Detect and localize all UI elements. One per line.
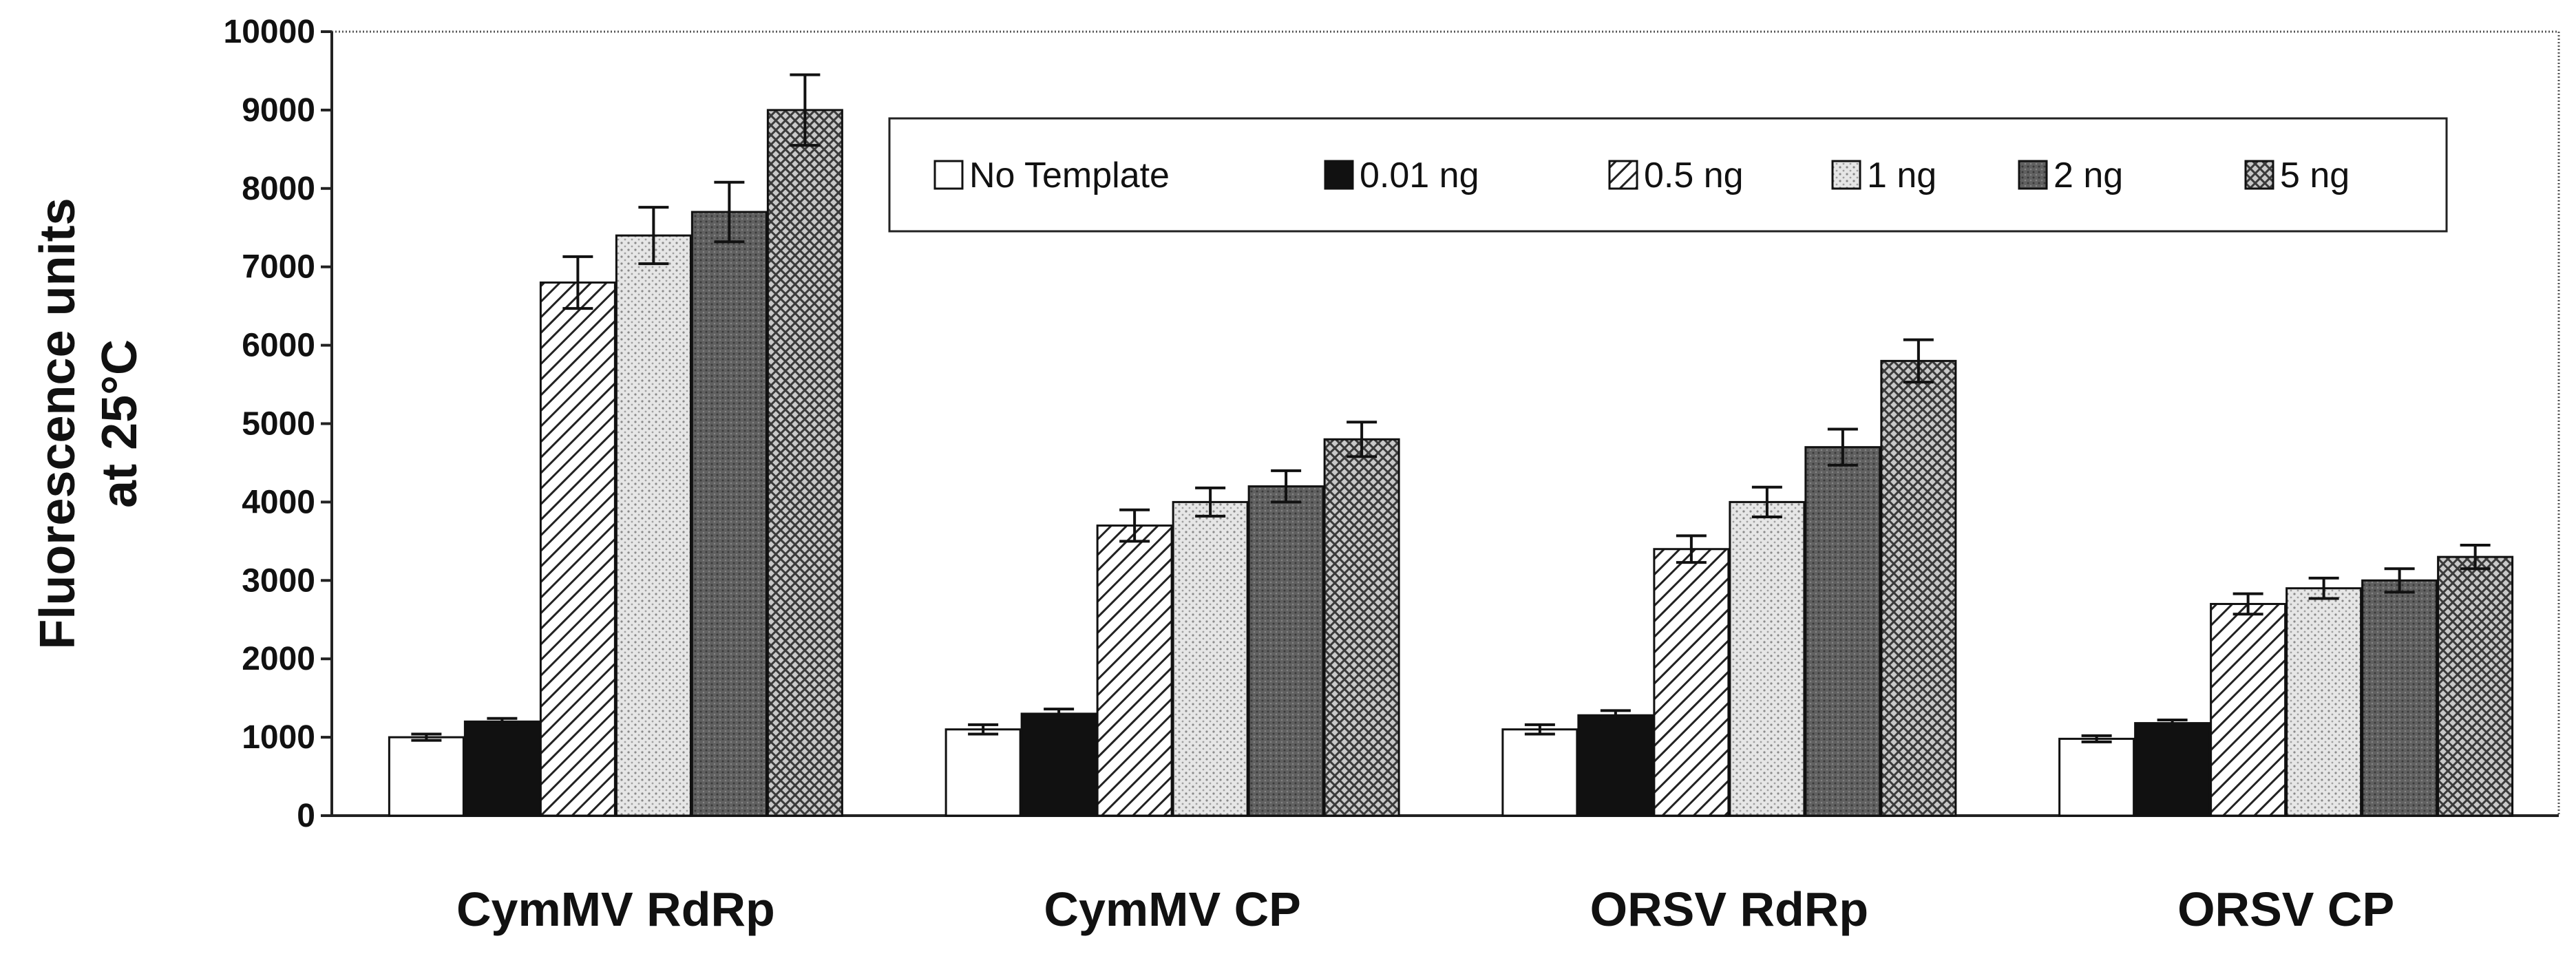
y-tick-label: 6000	[242, 328, 315, 364]
bar	[2361, 579, 2438, 817]
bar	[766, 109, 843, 817]
legend-item-label: 1 ng	[1867, 156, 1936, 195]
y-tick-label: 5000	[242, 406, 315, 443]
bar	[463, 720, 540, 817]
legend-item-label: 0.5 ng	[1644, 156, 1744, 195]
bar	[1880, 359, 1957, 817]
x-axis-category-labels: CymMV RdRp CymMV CP ORSV RdRp ORSV CP	[456, 882, 2394, 936]
y-tick-label: 3000	[242, 562, 315, 599]
bar	[1653, 548, 1730, 817]
y-axis-title: Fluorescence units at 25°C	[30, 198, 147, 649]
bar	[2437, 555, 2514, 817]
bars	[388, 109, 2514, 817]
legend-swatch	[1608, 160, 1638, 190]
y-tick-label: 8000	[242, 171, 315, 207]
y-axis-title-line: at 25°C	[92, 339, 147, 508]
y-tick-label: 9000	[242, 92, 315, 129]
bar	[388, 736, 465, 817]
bar	[1577, 714, 1654, 817]
legend-box	[888, 117, 2448, 233]
y-tick-label: 1000	[242, 719, 315, 756]
legend-item-label: 0.01 ng	[1360, 156, 1479, 195]
category-label: CymMV RdRp	[456, 882, 775, 936]
legend: No Template 0.01 ng 0.5 ng 1 ng 2 ng 5 ng	[888, 117, 2448, 233]
bar	[1096, 524, 1173, 817]
legend-swatch	[1831, 160, 1861, 190]
category-label: ORSV CP	[2177, 882, 2394, 936]
bar	[1729, 500, 1806, 817]
legend-swatch	[1324, 160, 1354, 190]
bar	[615, 234, 692, 817]
bar	[1247, 485, 1324, 817]
y-tick-label: 7000	[242, 249, 315, 286]
bar	[1323, 438, 1400, 817]
bar	[2285, 587, 2363, 817]
legend-item-label: 5 ng	[2280, 156, 2350, 195]
y-tick-label: 4000	[242, 484, 315, 520]
bar	[1020, 712, 1097, 817]
y-tick-label: 10000	[224, 14, 315, 50]
bar	[690, 211, 768, 817]
legend-swatch	[2244, 160, 2274, 190]
error-bars	[411, 73, 2491, 743]
category-label: ORSV RdRp	[1590, 882, 1868, 936]
bar	[2134, 722, 2211, 817]
bar	[1501, 728, 1579, 817]
y-tick-label: 2000	[242, 641, 315, 677]
bar	[2058, 737, 2135, 817]
legend-item-label: 2 ng	[2054, 156, 2123, 195]
y-axis-title-line: Fluorescence units	[30, 198, 85, 649]
bar	[944, 728, 1022, 817]
y-tick-label: 0	[297, 798, 315, 834]
bar	[2210, 602, 2287, 817]
bar	[1804, 446, 1881, 817]
legend-item-label: No Template	[969, 156, 1170, 195]
category-label: CymMV CP	[1044, 882, 1300, 936]
bar	[539, 281, 616, 817]
y-axis: 0 1000 2000 3000 4000 5000 6000 7000 8000 9000 100…	[224, 14, 332, 834]
legend-swatch	[2018, 160, 2048, 190]
bar	[1172, 500, 1249, 817]
legend-swatch	[933, 160, 964, 190]
